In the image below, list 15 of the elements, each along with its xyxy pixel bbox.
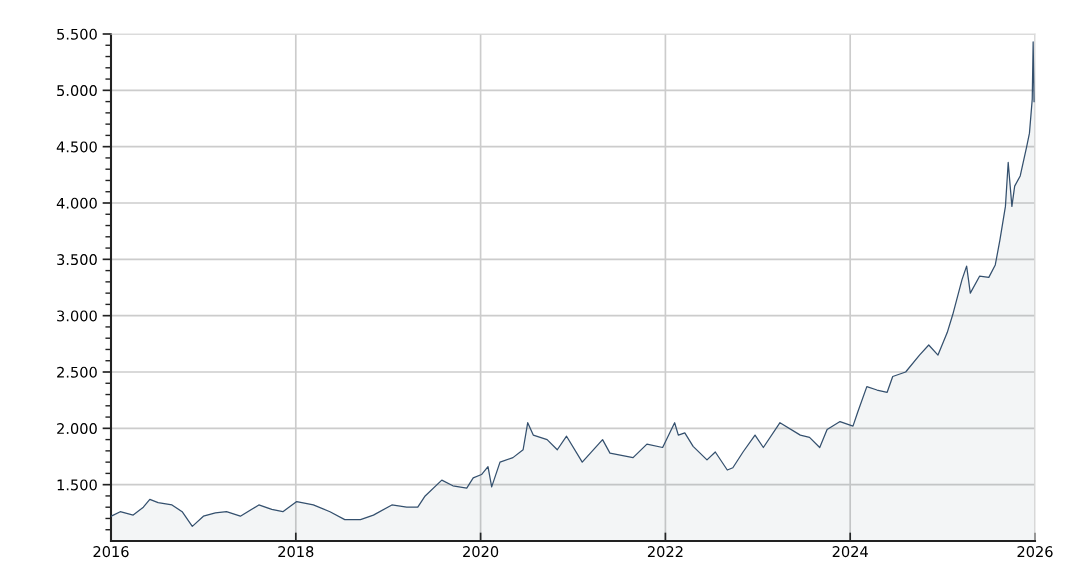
y-tick-label: 5.000 [57, 85, 97, 97]
x-tick-label: 2024 [832, 546, 868, 558]
y-tick-label: 2.000 [57, 423, 97, 435]
y-tick-label: 4.000 [56, 197, 97, 209]
y-tick-label: 3.500 [57, 254, 97, 266]
y-tick-label: 5.500 [57, 28, 97, 40]
x-tick-label: 2020 [463, 546, 499, 558]
x-tick-label: 2022 [647, 546, 683, 558]
y-tick-label: 3.000 [57, 310, 97, 322]
x-tick-label: 2018 [278, 546, 314, 558]
y-tick-label: 2.500 [57, 366, 97, 378]
x-tick-label: 2016 [93, 546, 129, 558]
y-tick-label: 1.500 [57, 479, 97, 491]
x-tick-label: 2026 [1017, 546, 1053, 558]
y-tick-label: 4.500 [56, 141, 97, 153]
